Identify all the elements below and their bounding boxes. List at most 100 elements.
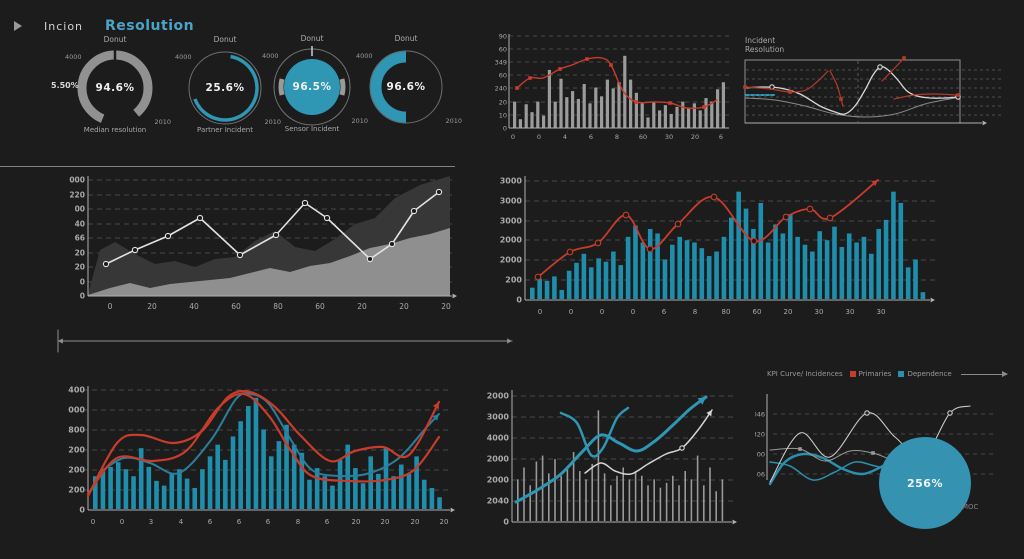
svg-text:2000: 2000 [500,256,523,265]
svg-text:60: 60 [231,302,241,311]
gauge-left-value: 4000 [65,53,82,61]
svg-text:320: 320 [755,431,765,439]
bubble-value: 256% [907,476,943,490]
svg-text:046: 046 [755,411,765,419]
donut-half-icon [369,50,443,124]
gauge-left-value: 4000 [356,52,373,60]
svg-text:80: 80 [273,302,283,311]
svg-text:30: 30 [846,308,855,316]
legend-label: Primaries [858,370,892,378]
svg-text:6: 6 [266,518,271,526]
svg-text:200: 200 [68,446,85,455]
svg-text:8: 8 [615,133,619,141]
svg-text:20: 20 [440,518,449,526]
svg-text:4000: 4000 [487,434,510,443]
svg-text:800: 800 [68,426,85,435]
svg-text:30: 30 [815,308,824,316]
svg-text:20: 20 [399,302,409,311]
svg-text:0: 0 [503,518,509,527]
svg-text:0: 0 [80,292,85,301]
svg-text:000: 000 [68,406,85,415]
legend-label: Dependence [907,370,952,378]
svg-text:20: 20 [499,99,507,107]
gauge-partner-incident: 25.6% Donut 4000 2010 Partner Incident [173,35,281,140]
gauge-percent-label: 5.50% [51,81,79,90]
svg-text:2000: 2000 [487,476,510,485]
gauge-value: 96.6% [386,81,426,93]
kpi-title: KPI Curve/ Incidences [767,370,843,378]
gauge-bottom-label: Median resolution [83,126,147,134]
donut-filled-icon [273,46,351,126]
svg-text:60: 60 [315,302,325,311]
svg-text:66: 66 [75,234,85,243]
svg-text:0: 0 [516,296,522,305]
legend-red-swatch-icon [849,371,856,377]
kpi-bubble: 256% [879,437,971,529]
page-title: Resolution [105,18,195,34]
gauge-right-value: 2010 [351,117,368,125]
range-arrow [50,326,525,360]
svg-text:0: 0 [511,133,515,141]
gauge-half-donut: 96.6% Donut 4000 2010 [354,34,462,139]
svg-text:20: 20 [784,308,793,316]
kpi-header: KPI Curve/ Incidences Primaries Dependen… [767,370,1008,378]
legend-dependence: Dependence [898,370,952,378]
svg-text:0: 0 [537,133,541,141]
gauge-bottom-label: Partner Incident [197,126,253,134]
svg-text:400: 400 [68,386,85,395]
svg-text:6: 6 [325,518,330,526]
svg-text:60: 60 [499,46,507,54]
panel-title: Incident Resolution [745,36,785,54]
gauge-right-value: 2010 [264,118,281,126]
svg-text:20: 20 [411,518,420,526]
svg-text:8: 8 [693,308,697,316]
svg-text:20: 20 [357,302,367,311]
svg-text:200: 200 [68,466,85,475]
gauge-top-label: Donut [394,34,418,43]
svg-text:8: 8 [296,518,300,526]
donut-ring-icon [77,47,153,127]
svg-text:6: 6 [662,308,667,316]
svg-text:2000: 2000 [500,236,523,245]
legend-arrow-icon [961,370,1008,377]
svg-text:0: 0 [503,125,507,133]
section-divider [0,166,455,167]
svg-text:3000: 3000 [500,177,523,186]
svg-text:00: 00 [75,205,85,214]
top-bar-chart: 90 60 349 60 240 20 10 0 0 0 4 6 8 60 30 20 6 [495,28,735,150]
gauge-top-label: Donut [300,34,324,43]
svg-text:40: 40 [189,302,199,311]
gauge-value: 25.6% [205,82,245,94]
svg-text:6: 6 [719,133,723,141]
svg-text:349: 349 [495,59,507,67]
gauge-left-value: 4000 [262,52,279,60]
svg-text:60: 60 [639,133,647,141]
svg-text:3: 3 [149,518,153,526]
svg-text:30: 30 [665,133,673,141]
svg-text:20: 20 [691,133,699,141]
svg-text:0: 0 [569,308,573,316]
svg-text:200: 200 [68,486,85,495]
svg-text:60: 60 [753,308,762,316]
svg-text:0: 0 [108,302,113,311]
svg-text:6: 6 [589,133,593,141]
svg-text:20: 20 [441,302,451,311]
svg-text:80: 80 [722,308,731,316]
donut-arc-icon [188,51,262,125]
svg-text:200: 200 [505,276,522,285]
svg-text:220: 220 [69,191,85,200]
svg-text:30: 30 [877,308,886,316]
gauge-left-value: 4000 [175,53,192,61]
svg-text:20: 20 [352,518,361,526]
legend-teal-swatch-icon [898,371,905,377]
svg-text:40: 40 [75,220,85,229]
svg-text:3000: 3000 [487,413,510,422]
header: Incion Resolution [14,18,194,34]
brand-label: Incion [44,19,84,33]
svg-text:00: 00 [757,451,765,459]
svg-text:0: 0 [120,518,124,526]
svg-text:3000: 3000 [500,197,523,206]
gauge-sensor-incident: 96.5% Donut 4000 2010 Sensor Incident [260,34,368,139]
gauge-top-label: Donut [213,35,237,44]
